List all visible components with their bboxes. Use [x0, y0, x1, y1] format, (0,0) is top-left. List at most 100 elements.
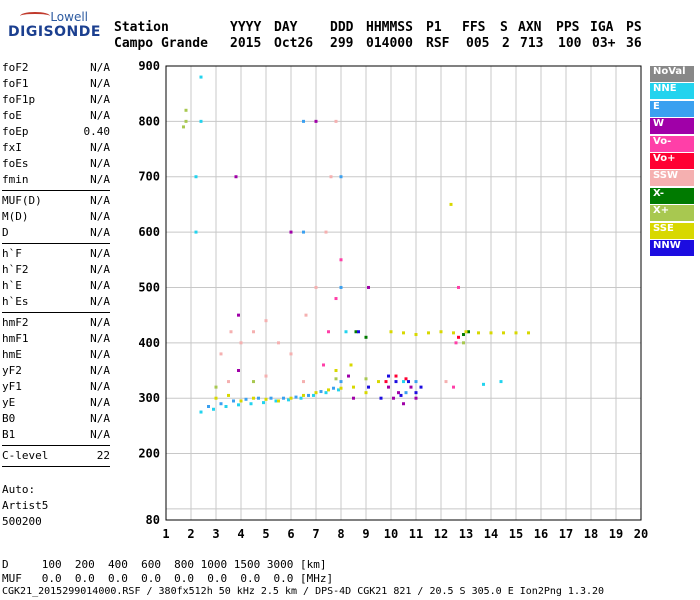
- data-point-ssw: [229, 330, 233, 334]
- header-value-hhmmss: 014000: [366, 36, 413, 51]
- x-tick-label: 15: [509, 527, 523, 541]
- autoscaling-info: Auto: Artist5 500200: [2, 482, 48, 530]
- data-point-sse: [502, 331, 505, 335]
- param-name: h`Es: [2, 295, 29, 308]
- data-point-e: [244, 397, 248, 401]
- x-tick-label: 11: [409, 527, 423, 541]
- param-row: hmE N/A: [2, 347, 110, 363]
- param-value: N/A: [90, 396, 110, 409]
- data-point-nne: [402, 380, 405, 384]
- param-name: foF2: [2, 61, 29, 74]
- logo-swoosh-icon: [20, 12, 50, 20]
- legend-item: Vo-: [650, 135, 694, 152]
- data-point-w: [409, 385, 413, 389]
- data-point-nne: [287, 398, 290, 402]
- data-point-nne: [249, 402, 253, 406]
- data-point-x-: [467, 330, 470, 334]
- y-tick-label: 700: [138, 170, 160, 184]
- header-label-yyyy: YYYY: [230, 20, 262, 35]
- data-point-sse: [334, 369, 338, 373]
- legend-item: X+: [650, 205, 694, 222]
- y-tick-label: 400: [138, 336, 160, 350]
- data-point-e: [404, 391, 408, 395]
- data-point-vo-: [327, 330, 330, 334]
- param-name: B1: [2, 428, 16, 441]
- param-name: hmF2: [2, 316, 29, 329]
- logo-line1: Lowell: [50, 10, 88, 24]
- data-point-e: [269, 396, 273, 400]
- param-divider: [2, 190, 110, 191]
- param-name: MUF(D): [2, 194, 42, 207]
- data-point-vo-: [457, 285, 460, 289]
- header-value-ps: 36: [626, 36, 642, 51]
- data-point-nnw: [357, 330, 360, 334]
- data-point-ssw: [304, 313, 308, 317]
- x-tick-label: 13: [459, 527, 473, 541]
- data-point-ssw: [444, 380, 448, 384]
- data-point-nne: [344, 330, 348, 334]
- param-name: B0: [2, 412, 16, 425]
- x-tick-label: 8: [337, 527, 344, 541]
- data-point-nne: [499, 380, 503, 384]
- data-point-vo-: [457, 335, 460, 339]
- legend-item: NNE: [650, 83, 694, 100]
- data-point-ssw: [334, 119, 338, 123]
- param-value: N/A: [90, 77, 110, 90]
- x-tick-label: 17: [559, 527, 573, 541]
- param-value: N/A: [90, 316, 110, 329]
- y-tick-labels: 80 200 300 400 500 600 700 800 900: [138, 59, 160, 527]
- data-point-e: [332, 386, 335, 390]
- data-point-nne: [194, 175, 198, 179]
- data-point-e: [339, 380, 343, 384]
- param-value: N/A: [90, 428, 110, 441]
- data-point-w: [387, 385, 390, 389]
- y-tick-label: 900: [138, 59, 160, 73]
- param-name: fmin: [2, 173, 29, 186]
- param-row: fmin N/A: [2, 172, 110, 188]
- x-tick-label: 1: [162, 527, 169, 541]
- param-divider: [2, 466, 110, 467]
- x-tick-label: 14: [484, 527, 498, 541]
- x-tick-label: 9: [362, 527, 369, 541]
- param-value: N/A: [90, 364, 110, 377]
- data-point-vo-: [454, 341, 458, 345]
- header-value-yyyy: 2015: [230, 36, 262, 51]
- param-row: yF2 N/A: [2, 363, 110, 379]
- data-point-ssw: [264, 319, 268, 323]
- footer-info: CGK21_2015299014000.RSF / 380fx512h 50 k…: [2, 586, 605, 597]
- param-row: fxI N/A: [2, 140, 110, 156]
- header-value-ddd: 299: [330, 36, 354, 51]
- data-point-ssw: [302, 380, 305, 384]
- data-point-nnw: [399, 393, 403, 397]
- data-point-nne: [324, 391, 328, 395]
- data-point-ssw: [324, 230, 328, 234]
- header-label-p1: P1: [426, 20, 442, 35]
- header-value-pps: 100: [558, 36, 582, 51]
- x-tick-label: 4: [237, 527, 244, 541]
- param-name: C-level: [2, 449, 49, 462]
- param-group-clevel: C-level 22: [2, 448, 110, 464]
- parameter-panel: foF2 N/A foF1 N/A foF1p N/A foE N/A foEp 0.40…: [2, 60, 110, 469]
- param-group-muf: MUF(D) N/A M(D) N/A D N/A: [2, 193, 110, 241]
- data-point-sse: [314, 391, 318, 395]
- param-name: yF1: [2, 380, 22, 393]
- x-tick-label: 19: [609, 527, 623, 541]
- header-label-s: S: [500, 20, 508, 35]
- header-label-ps: PS: [626, 20, 642, 35]
- header-value-s: 2: [502, 36, 510, 51]
- data-point-ssw: [227, 380, 230, 384]
- legend-item: X-: [650, 187, 694, 204]
- data-point-sse: [427, 331, 430, 335]
- y-tick-label: 80: [146, 513, 160, 527]
- param-row: h`Es N/A: [2, 294, 110, 310]
- x-tick-label: 3: [212, 527, 219, 541]
- data-point-nne: [299, 396, 303, 400]
- data-point-e: [302, 119, 305, 123]
- data-point-ssw: [264, 374, 268, 378]
- data-point-x-: [184, 108, 188, 112]
- param-name: D: [2, 226, 9, 239]
- data-point-nnw: [367, 385, 370, 389]
- param-value: N/A: [90, 380, 110, 393]
- param-row: foEp 0.40: [2, 124, 110, 140]
- header-label-ddd: DDD: [330, 20, 354, 35]
